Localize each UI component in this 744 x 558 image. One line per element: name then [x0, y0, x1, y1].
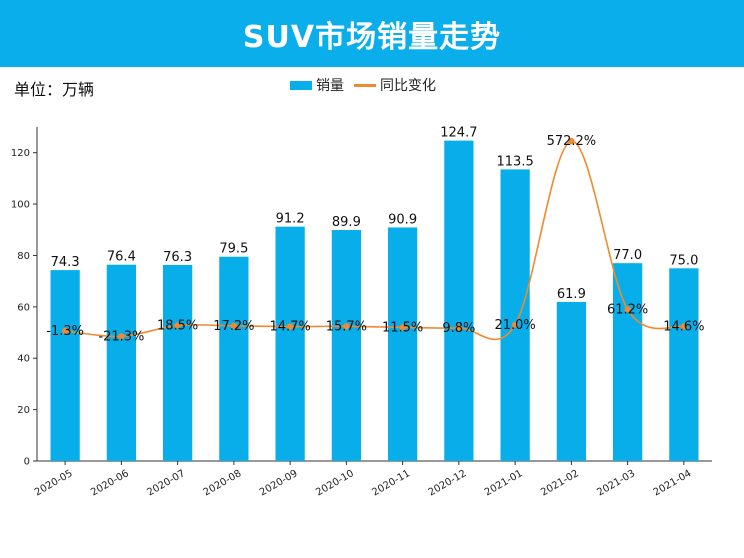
- bar-value-label: 77.0: [613, 248, 642, 263]
- bar-value-label: 90.9: [388, 212, 417, 227]
- bar-value-label: 76.3: [163, 250, 192, 265]
- bar-value-label: 91.2: [276, 212, 305, 227]
- x-tick-label: 2020-09: [258, 468, 300, 498]
- x-tick-label: 2020-06: [89, 468, 131, 498]
- bar-2020-11: [388, 227, 418, 461]
- yoy-line: [65, 140, 685, 341]
- y-tick-label: 100: [11, 200, 30, 211]
- yoy-point-2020-09: [286, 323, 294, 330]
- chart-title: SUV市场销量走势: [242, 19, 502, 55]
- yoy-value-label: -1.3%: [46, 324, 84, 339]
- bar-2021-03: [613, 263, 643, 461]
- yoy-value-label: 15.7%: [326, 319, 367, 334]
- yoy-point-2021-01: [511, 321, 519, 329]
- yoy-value-label: 9.8%: [442, 321, 475, 336]
- bar-value-label: 76.4: [107, 250, 136, 265]
- bar-value-label: 124.7: [440, 126, 477, 141]
- legend-item-yoy: 同比变化: [354, 75, 436, 95]
- y-tick-label: 60: [17, 302, 30, 313]
- x-tick-label: 2020-05: [33, 468, 75, 498]
- bar-value-label: 74.3: [51, 255, 80, 270]
- yoy-point-2021-04: [680, 323, 688, 330]
- x-tick-label: 2020-10: [314, 468, 356, 498]
- title-bar: SUV市场销量走势: [0, 0, 744, 67]
- yoy-point-2020-08: [230, 322, 238, 330]
- x-tick-label: 2021-04: [652, 468, 694, 498]
- yoy-point-2020-12: [455, 324, 463, 332]
- yoy-point-2020-11: [399, 324, 406, 331]
- legend: 销量 同比变化: [290, 75, 446, 95]
- x-tick-label: 2020-07: [145, 468, 187, 498]
- yoy-point-2021-02: [568, 137, 575, 145]
- bar-value-label: 75.0: [669, 253, 698, 268]
- bar-2021-01: [500, 169, 530, 461]
- yoy-point-2020-05: [61, 327, 69, 335]
- yoy-point-2020-10: [343, 323, 350, 330]
- legend-label-sales: 销量: [316, 78, 344, 94]
- legend-label-yoy: 同比变化: [380, 78, 436, 94]
- bar-value-label: 61.9: [557, 287, 586, 302]
- x-tick-label: 2020-12: [427, 468, 469, 498]
- yoy-point-2020-06: [118, 333, 125, 340]
- bar-value-label: 79.5: [219, 242, 248, 257]
- bar-2020-09: [275, 226, 305, 461]
- x-tick-label: 2020-11: [370, 468, 412, 498]
- yoy-value-label: 14.7%: [269, 320, 310, 335]
- yoy-value-label: 61.2%: [607, 302, 648, 317]
- bar-2021-02: [556, 301, 586, 461]
- yoy-value-label: -21.3%: [98, 329, 144, 344]
- y-tick-label: 20: [17, 405, 30, 416]
- unit-label: 单位：万辆: [14, 80, 95, 99]
- y-tick-label: 120: [11, 148, 30, 159]
- bar-2020-08: [219, 256, 249, 461]
- x-tick-label: 2020-08: [202, 468, 244, 498]
- bar-value-label: 113.5: [497, 154, 534, 169]
- yoy-point-2021-03: [624, 306, 631, 313]
- yoy-value-label: 14.6%: [663, 320, 704, 335]
- yoy-value-label: 17.2%: [213, 319, 254, 334]
- bar-2020-10: [331, 230, 361, 461]
- x-tick-label: 2021-03: [595, 468, 637, 498]
- yoy-point-2020-07: [174, 322, 181, 329]
- x-tick-label: 2021-01: [483, 468, 525, 498]
- x-tick-label: 2021-02: [539, 468, 581, 498]
- yoy-value-label: 18.5%: [157, 319, 198, 334]
- y-tick-label: 80: [17, 251, 30, 262]
- legend-swatch-bar: [290, 80, 312, 90]
- bar-2020-07: [163, 264, 193, 461]
- bar-value-label: 89.9: [332, 215, 361, 230]
- bar-2020-06: [106, 264, 136, 461]
- y-tick-label: 40: [17, 354, 30, 365]
- yoy-value-label: 11.5%: [382, 320, 423, 335]
- yoy-value-label: 21.0%: [494, 318, 535, 333]
- bar-2021-04: [669, 268, 699, 461]
- bar-2020-05: [50, 270, 80, 461]
- yoy-value-label: 572.2%: [547, 134, 597, 149]
- legend-swatch-line: [354, 83, 376, 87]
- legend-item-sales: 销量: [290, 75, 344, 95]
- bar-2020-12: [444, 140, 474, 461]
- y-tick-label: 0: [24, 457, 30, 468]
